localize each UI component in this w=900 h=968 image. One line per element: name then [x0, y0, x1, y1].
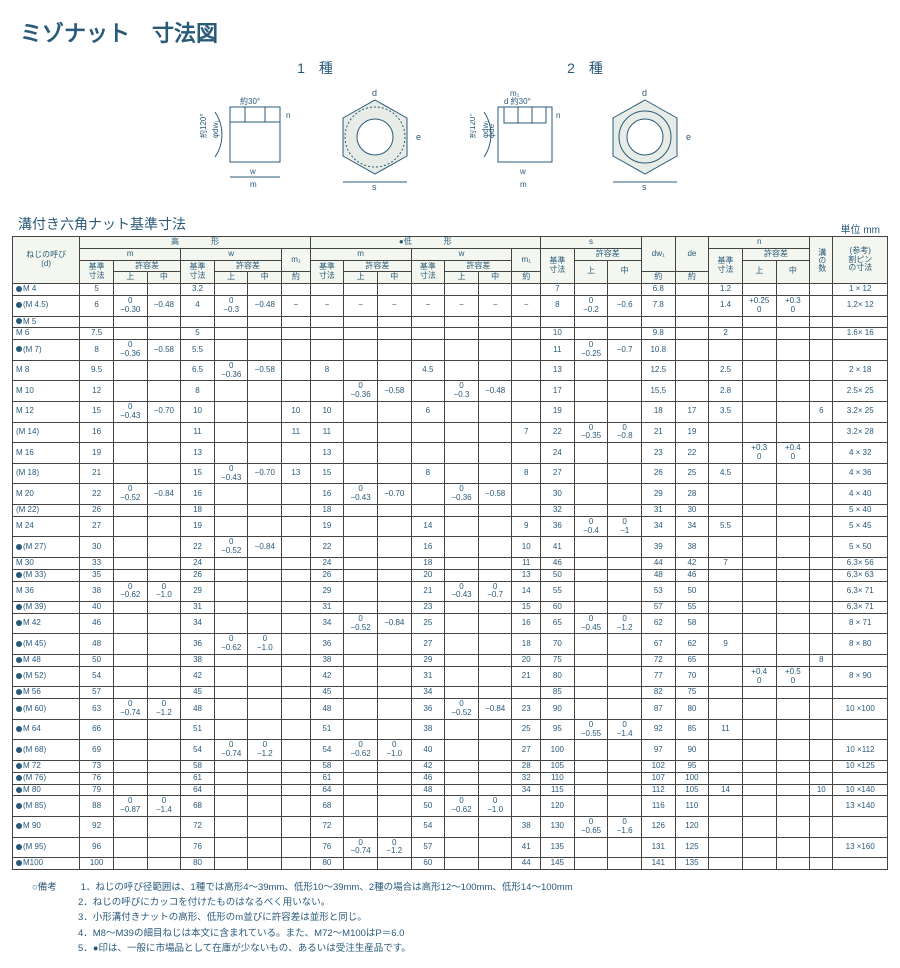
table-row: M 24271919149360−0.40−134345.55 × 45 [13, 516, 888, 537]
table-row: M 453.276.81.21 × 12 [13, 284, 888, 296]
dimensions-table: ねじの呼び(d) 高 形 ●低 形 s dw₁ de n 溝の数 (参考)割ピン… [12, 236, 888, 870]
table-row: (M 14)161111117220−0.350−0.821193.2× 28 [13, 422, 888, 443]
table-row: M10010080806044145141135 [13, 858, 888, 870]
note-item: 2．ねじの呼びにカッコを付けたものはなるべく用いない。 [78, 897, 330, 908]
note-item: 1．ねじの呼び径範囲は、1種では高形4～39mm、低形10～39mm、2種の場合… [81, 882, 573, 893]
note-item: 4．M8～M39の細目ねじは本文に含まれている。また、M72～M100はP＝6.… [78, 928, 404, 939]
type2-label: 2 種 [470, 58, 700, 78]
table-row: M 807964644834115112105141010 ×140 [13, 784, 888, 796]
table-row: M 5 [13, 316, 888, 328]
table-row: (M 7)80−0.36−0.585.5110−0.25−0.710.8 [13, 340, 888, 361]
notes: ○備考 1．ねじの呼び径範囲は、1種では高形4～39mm、低形10～39mm、2… [32, 880, 878, 956]
table-row: (M 4.5)60−0.30−0.4840−0.3−0.48−−−−−−−−80… [13, 295, 888, 316]
svg-text:n: n [286, 111, 290, 120]
svg-text:w: w [519, 167, 526, 176]
table-subtitle: 溝付き六角ナット基準寸法 [18, 214, 186, 234]
table-row: (M 60)630−0.740−1.24848360−0.52−0.842390… [13, 699, 888, 720]
table-row: (M 45)48360−0.620−1.036271870676298 × 80 [13, 634, 888, 655]
note-item: 5．●印は、一般に市場品として在庫が少ないもの、あるいは受注生産品です。 [78, 943, 411, 954]
table-row: M 20220−0.52−0.8416160−0.43−0.700−0.36−0… [13, 484, 888, 505]
table-row: M 30332424181146444276.3× 56 [13, 557, 888, 569]
type2-side-icon: 約120° φdw₁ φde m₁ d 約30° n w m [470, 82, 580, 192]
svg-text:m: m [520, 180, 527, 189]
svg-text:約120°: 約120° [200, 113, 208, 138]
table-row: M 4850383829207572658 [13, 655, 888, 667]
table-row: (M 85)880−0.870−1.46868500−0.620−1.01201… [13, 796, 888, 817]
table-row: M 9092727254381300−0.650−1.6126120 [13, 817, 888, 838]
table-row: M 101280−0.36−0.580−0.3−0.481715.52.82.5… [13, 381, 888, 402]
page-title: ミゾナット 寸法図 [20, 16, 888, 48]
type2-front-icon: d s e [590, 82, 700, 192]
table-row: (M 27)30220−0.52−0.842216104139385 × 50 [13, 537, 888, 558]
type1-front-icon: d s e [320, 82, 430, 192]
table-row: M 646651513825950−0.550−1.4928511 [13, 719, 888, 740]
table-row: M 36380−0.620−1.02929210−0.430−0.7145553… [13, 581, 888, 602]
table-row: (M 18)21150−0.43−0.701315882726254.54 × … [13, 463, 888, 484]
svg-text:e: e [686, 132, 691, 142]
svg-text:d 約30°: d 約30° [504, 96, 531, 106]
table-row: (M 95)9676760−0.740−1.2574113513112513 ×… [13, 837, 888, 858]
table-row: (M 33)35262620135048466.3× 63 [13, 569, 888, 581]
type1-label: 1 種 [200, 58, 430, 78]
table-row: M 7273585842281051029510 ×125 [13, 761, 888, 773]
unit-label: 単位 mm [841, 221, 880, 236]
diagrams-area: 1 種 約120° φdw₁ 約30° n w m d [12, 58, 888, 192]
note-item: 3．小形溝付きナットの高形、低形のm並びに許容差は並形と同じ。 [78, 912, 367, 923]
svg-text:s: s [642, 182, 647, 192]
type1-side-icon: 約120° φdw₁ 約30° n w m [200, 82, 310, 192]
svg-text:φde: φde [487, 123, 496, 138]
table-row: (M 52)5442423121807770+0.40+0.508 × 90 [13, 666, 888, 687]
table-row: M 67.55109.821.6× 16 [13, 328, 888, 340]
svg-text:m: m [250, 180, 257, 189]
svg-text:φdw₁: φdw₁ [211, 120, 220, 138]
table-row: M 16191313242322+0.30+0.404 × 32 [13, 443, 888, 464]
svg-text:s: s [372, 182, 377, 192]
svg-text:n: n [556, 111, 560, 120]
table-row: M 89.56.50−0.36−0.5884.51312.52.52 × 18 [13, 360, 888, 381]
table-row: (M 22)2618183231305 × 40 [13, 504, 888, 516]
table-row: M 5657454534858275 [13, 687, 888, 699]
svg-text:約30°: 約30° [240, 96, 260, 106]
notes-label: ○備考 [32, 880, 78, 895]
table-row: (M 76)7661614632110107100 [13, 772, 888, 784]
svg-text:d: d [642, 88, 647, 98]
svg-text:e: e [416, 132, 421, 142]
svg-text:約120°: 約120° [470, 113, 477, 138]
table-row: M 12150−0.43−0.7010101061918173.563.2× 2… [13, 401, 888, 422]
table-row: (M 68)69540−0.740−1.2540−0.620−1.0402710… [13, 740, 888, 761]
svg-text:d: d [372, 88, 377, 98]
table-row: (M 39)40313123156057556.3× 71 [13, 602, 888, 614]
svg-text:w: w [249, 167, 256, 176]
table-row: M 424634340−0.52−0.842516650−0.450−1.262… [13, 613, 888, 634]
